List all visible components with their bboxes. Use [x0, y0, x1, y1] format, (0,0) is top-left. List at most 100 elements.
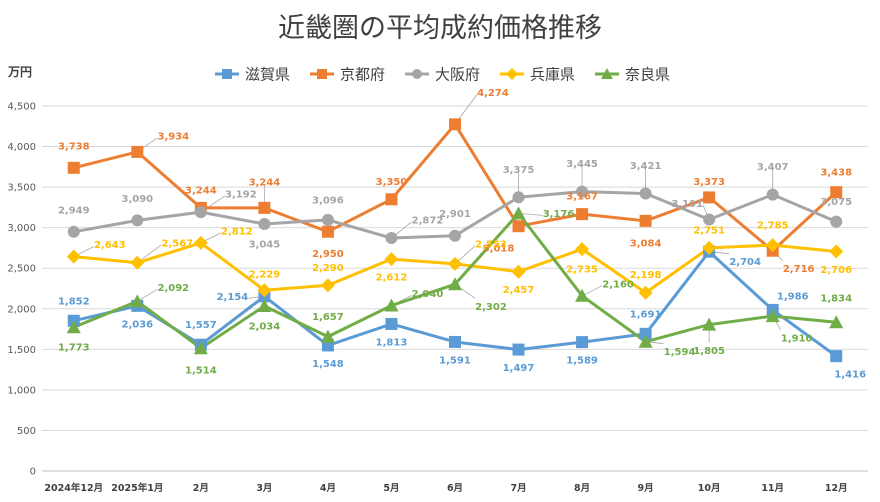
- y-tick-label: 3,000: [7, 223, 36, 234]
- marker-square: [830, 186, 843, 199]
- data-label: 2,290: [312, 263, 344, 274]
- marker-square: [385, 193, 398, 206]
- x-tick-label: 2025年1月: [111, 482, 163, 494]
- data-label: 1,773: [58, 343, 90, 354]
- leader-line: [137, 288, 158, 302]
- marker-square: [639, 327, 652, 340]
- marker-triangle: [765, 309, 780, 323]
- data-label: 2,036: [121, 319, 153, 330]
- data-label: 3,045: [249, 240, 281, 251]
- marker-circle: [830, 215, 843, 228]
- marker-triangle: [638, 334, 653, 348]
- x-tick-label: 3月: [256, 483, 272, 494]
- marker-triangle: [384, 298, 399, 312]
- marker-diamond: [257, 283, 272, 298]
- y-tick-label: 2,500: [7, 264, 36, 275]
- marker-circle: [131, 214, 144, 227]
- data-label: 3,373: [693, 177, 725, 188]
- marker-square: [576, 208, 589, 221]
- data-label: 3,375: [503, 165, 535, 176]
- series-group: [66, 118, 844, 363]
- x-tick-label: 12月: [825, 483, 848, 494]
- data-label: 2,706: [820, 265, 852, 276]
- data-label: 1,691: [630, 309, 662, 320]
- data-label: 1,657: [312, 312, 344, 323]
- x-tick-label: 6月: [447, 483, 463, 494]
- marker-square: [321, 225, 334, 238]
- x-tick-label: 4月: [320, 483, 336, 494]
- x-tick-label: 10月: [698, 483, 721, 494]
- marker-square: [258, 201, 271, 214]
- marker-diamond: [66, 249, 81, 264]
- data-label: 3,176: [543, 209, 575, 220]
- data-label: 2,950: [312, 249, 344, 260]
- marker-circle: [67, 225, 80, 238]
- x-tick-label: 7月: [510, 483, 526, 494]
- x-tick-label: 5月: [383, 483, 399, 494]
- marker-square: [512, 343, 525, 356]
- marker-diamond: [384, 252, 399, 267]
- legend: 滋賀県 京都府 大阪府 兵庫県 奈良県: [215, 66, 670, 84]
- marker-circle: [766, 188, 779, 201]
- marker-square: [703, 191, 716, 204]
- data-label: 2,160: [602, 279, 634, 290]
- marker-diamond: [448, 256, 462, 271]
- legend-label: 大阪府: [435, 66, 480, 84]
- x-tick-label: 9月: [638, 483, 654, 494]
- legend-label: 京都府: [340, 66, 385, 84]
- x-axis-ticks: 2024年12月 2025年1月 2月 3月 4月 5月 6月 7月 8月 9月 10月 11月 12月: [44, 482, 847, 494]
- marker-circle: [449, 229, 461, 242]
- marker-circle: [576, 185, 589, 198]
- data-label: 3,244: [249, 177, 281, 188]
- marker-square: [67, 161, 80, 174]
- data-label: 3,350: [376, 177, 408, 188]
- marker-circle: [321, 213, 334, 226]
- data-label: 3,438: [820, 168, 852, 179]
- data-labels: 1,852 2,036 1,557 2,154 1,548 1,813 1,591 1,497…: [58, 88, 866, 381]
- data-label: 2,949: [58, 205, 90, 216]
- data-label: 2,567: [161, 238, 193, 249]
- marker-diamond: [130, 255, 145, 270]
- data-label: 2,735: [566, 265, 598, 276]
- y-axis-unit: 万円: [7, 65, 32, 79]
- marker-diamond: [702, 240, 717, 255]
- data-label: 2,154: [217, 292, 249, 303]
- marker-diamond: [575, 242, 590, 257]
- data-label: 3,096: [312, 195, 344, 206]
- y-tick-label: 0: [30, 467, 36, 478]
- data-label: 1,594: [664, 347, 696, 358]
- marker-triangle: [66, 320, 81, 334]
- marker-triangle: [257, 299, 272, 313]
- y-tick-label: 4,000: [7, 142, 36, 153]
- marker-square: [385, 317, 398, 330]
- data-label: 1,910: [781, 334, 813, 345]
- data-label: 1,589: [566, 356, 598, 367]
- y-tick-label: 1,500: [7, 345, 36, 356]
- data-label: 2,457: [503, 285, 535, 296]
- marker-square: [131, 145, 144, 158]
- y-tick-label: 2,000: [7, 304, 36, 315]
- marker-triangle: [320, 329, 335, 343]
- data-label: 2,872: [412, 216, 444, 227]
- marker-diamond: [638, 285, 653, 300]
- data-label: 1,591: [439, 355, 471, 366]
- data-label: 1,548: [312, 359, 344, 370]
- marker-circle: [703, 213, 716, 226]
- leader-line: [518, 212, 543, 216]
- marker-triangle: [829, 315, 844, 329]
- data-label: 2,901: [439, 209, 471, 220]
- y-tick-label: 500: [17, 426, 36, 437]
- marker-square: [512, 220, 525, 233]
- data-label: 3,407: [757, 162, 789, 173]
- data-label: 1,852: [58, 296, 90, 307]
- data-label: 2,612: [376, 273, 408, 284]
- data-label: 3,167: [566, 192, 598, 203]
- data-label: 1,557: [185, 320, 217, 331]
- marker-square: [449, 118, 461, 131]
- data-label: 3,738: [58, 141, 90, 152]
- y-axis-ticks: 0 500 1,000 1,500 2,000 2,500 3,000 3,500 4,000 4…: [7, 102, 36, 478]
- legend-label: 滋賀県: [245, 66, 290, 84]
- marker-diamond: [506, 68, 518, 80]
- marker-triangle: [193, 341, 208, 355]
